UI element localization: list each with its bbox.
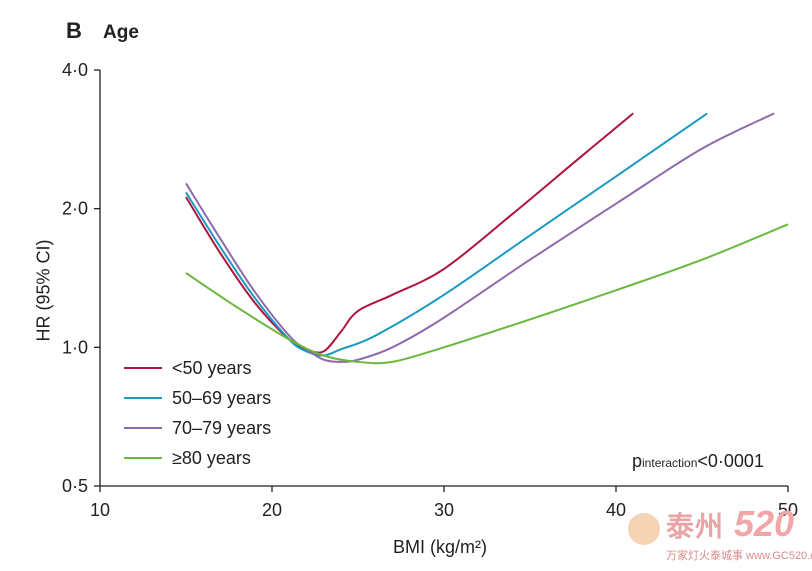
legend: <50 years 50–69 years 70–79 years ≥80 ye…	[124, 353, 271, 473]
x-axis-label: BMI (kg/m²)	[393, 537, 487, 557]
legend-label: 50–69 years	[172, 387, 272, 408]
legend-item: <50 years	[124, 353, 271, 383]
legend-swatch	[124, 397, 162, 399]
watermark: 泰州 520 万家灯火泰城事 www.GC520.cn	[628, 503, 812, 565]
watermark-seal-icon	[628, 513, 660, 545]
y-tick-label: 0·5	[62, 476, 88, 496]
p-value: <0·0001	[697, 451, 764, 471]
legend-swatch	[124, 367, 162, 369]
p-interaction-annotation: pinteraction<0·0001	[632, 451, 764, 472]
legend-item: 50–69 years	[124, 383, 271, 413]
y-tick-label: 4·0	[62, 60, 88, 80]
y-tick-label: 1·0	[62, 337, 88, 357]
legend-item: 70–79 years	[124, 413, 271, 443]
panel-letter: B	[66, 18, 82, 43]
x-tick-label: 20	[262, 500, 282, 520]
legend-label: <50 years	[172, 357, 252, 378]
legend-label: 70–79 years	[172, 417, 272, 438]
series-line-0	[185, 112, 634, 354]
x-tick-label: 10	[90, 500, 110, 520]
p-symbol: p	[632, 451, 643, 471]
series-line-3	[185, 223, 789, 365]
legend-swatch	[124, 457, 162, 459]
chart-title: Age	[103, 22, 139, 43]
watermark-text: 泰州	[666, 510, 725, 543]
legend-swatch	[124, 427, 162, 429]
y-axis-label: HR (95% CI)	[33, 239, 54, 342]
y-tick-label: 2·0	[62, 199, 88, 219]
watermark-number: 520	[734, 503, 795, 544]
x-tick-label: 50	[778, 500, 798, 520]
x-tick-label: 40	[606, 500, 626, 520]
series-line-1	[185, 112, 708, 357]
series-line-2	[185, 112, 775, 363]
x-tick-label: 30	[434, 500, 454, 520]
legend-item: ≥80 years	[124, 443, 271, 473]
p-subscript: interaction	[642, 456, 698, 470]
watermark-subtext: 万家灯火泰城事 www.GC520.cn	[666, 550, 812, 562]
legend-label: ≥80 years	[172, 447, 251, 468]
